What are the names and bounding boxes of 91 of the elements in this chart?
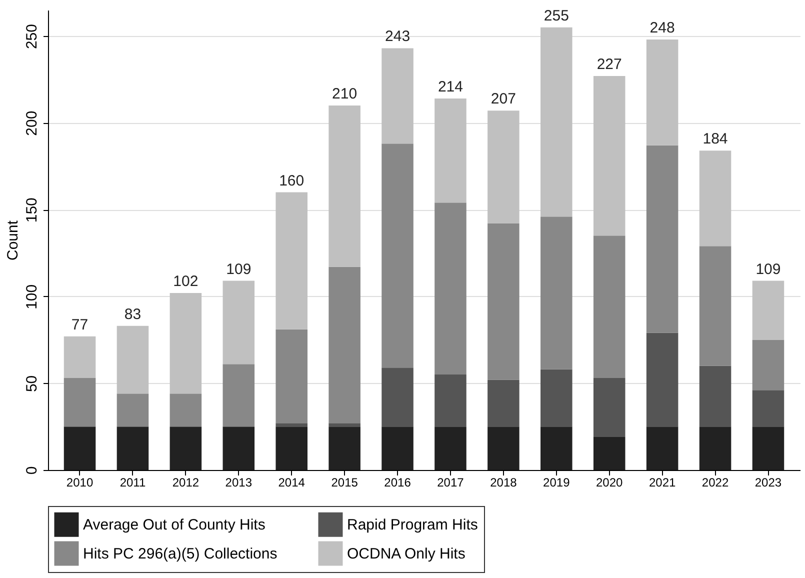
legend-label: Average Out of County Hits [83, 516, 266, 534]
bar [540, 216, 572, 370]
total-label: 248 [650, 20, 675, 37]
total-label: 255 [544, 7, 569, 24]
bar [540, 369, 572, 427]
bar [382, 426, 414, 470]
bar [434, 202, 466, 375]
bar [328, 266, 360, 424]
bar [646, 426, 678, 470]
x-tick-label: 2016 [384, 476, 412, 490]
bar [699, 150, 732, 246]
bar [593, 76, 626, 236]
x-tick-label: 2013 [225, 476, 252, 490]
bar [540, 426, 572, 470]
total-label: 77 [71, 316, 88, 334]
total-label: 210 [332, 85, 358, 102]
bar [276, 426, 308, 470]
total-label: 83 [124, 306, 142, 323]
bar [593, 437, 626, 470]
bar [276, 329, 308, 424]
y-tick-label: 50 [24, 375, 40, 392]
bar [328, 105, 360, 267]
bar [593, 378, 626, 438]
bar [382, 144, 414, 368]
total-label: 184 [702, 130, 728, 148]
legend-label: Hits PC 296(a)(5) Collections [83, 546, 278, 562]
bar [646, 332, 678, 427]
bar [646, 145, 678, 333]
y-tick-label: 250 [24, 24, 40, 50]
total-label: 207 [490, 90, 516, 108]
bar [222, 280, 255, 364]
bar [382, 48, 414, 144]
legend-label: OCDNA Only Hits [347, 546, 466, 562]
bar [488, 380, 520, 427]
x-tick-label: 2018 [490, 476, 518, 490]
bar [434, 98, 466, 203]
x-tick-label: 2015 [331, 476, 358, 490]
bar [488, 224, 520, 380]
bar [170, 292, 202, 394]
bar [170, 426, 202, 470]
bar [699, 426, 732, 470]
total-label: 214 [438, 78, 463, 96]
y-tick-label: 0 [24, 466, 40, 475]
bar [752, 390, 784, 427]
y-tick-label: 100 [24, 284, 40, 310]
bar [276, 192, 308, 330]
x-tick-label: 2022 [702, 476, 729, 490]
bar [488, 426, 520, 470]
bar [276, 423, 308, 427]
x-tick-label: 2017 [437, 476, 464, 490]
bar [222, 426, 255, 470]
bar [646, 40, 678, 146]
bar [434, 426, 466, 470]
bar [382, 368, 414, 427]
bar [593, 236, 626, 378]
total-label: 109 [756, 260, 781, 278]
x-tick-label: 2012 [172, 476, 200, 490]
bar [488, 110, 520, 224]
total-label: 227 [596, 56, 622, 73]
bar [540, 27, 572, 217]
x-tick-label: 2020 [596, 476, 624, 490]
y-axis-title: Count [4, 220, 22, 261]
bar [328, 423, 360, 427]
bar [64, 426, 96, 470]
bar [434, 374, 466, 427]
total-label: 102 [173, 272, 198, 290]
bar [752, 426, 784, 470]
bar [116, 326, 149, 394]
x-tick-label: 2019 [543, 476, 570, 490]
bar [752, 280, 784, 340]
bar [116, 426, 149, 470]
total-label: 160 [279, 172, 304, 190]
bar [328, 426, 360, 470]
bar [116, 394, 149, 427]
x-tick-label: 2014 [278, 476, 306, 490]
x-tick-label: 2011 [120, 476, 146, 490]
bar [699, 366, 732, 427]
bar [699, 246, 732, 366]
bar [170, 394, 202, 427]
bar [64, 336, 96, 378]
y-tick-label: 200 [24, 110, 40, 136]
bar [64, 378, 96, 427]
x-tick-label: 2010 [66, 476, 94, 490]
bar [752, 340, 784, 390]
y-tick-label: 150 [24, 198, 40, 223]
bar [222, 364, 255, 427]
total-label: 109 [226, 260, 252, 278]
x-tick-label: 2021 [648, 476, 676, 490]
x-tick-label: 2023 [754, 476, 782, 490]
legend-label: Rapid Program Hits [347, 516, 478, 534]
total-label: 243 [385, 28, 410, 46]
